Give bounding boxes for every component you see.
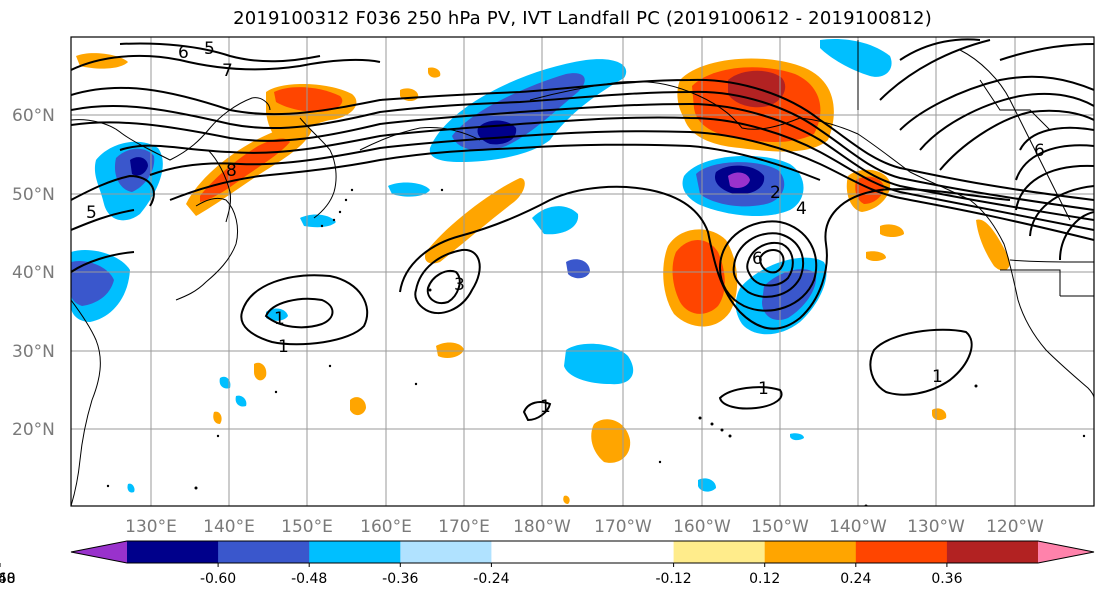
colorbar: -0.60 -0.48 -0.36 -0.24 -0.12 0.12 0.24 0.36 0.4… — [0, 540, 1095, 587]
lon-label: 120°W — [986, 517, 1044, 537]
colorbar-segment — [309, 541, 401, 563]
colorbar-tick-label: -0.36 — [382, 571, 418, 587]
anomaly-patch — [388, 182, 430, 197]
anomaly-patch — [591, 419, 631, 463]
anomaly-patch — [566, 259, 590, 279]
lon-label: 140°E — [203, 517, 255, 537]
anomaly-patch — [127, 483, 135, 493]
contour-labels: 6 5 7 8 5 1 1 3 2 4 6 1 1 1 6 — [86, 39, 1045, 417]
contour-label: 1 — [540, 397, 551, 417]
contour-label: 6 — [1034, 141, 1045, 161]
contour-label: 7 — [222, 61, 233, 81]
contour-label: 5 — [86, 203, 97, 223]
contour-label: 8 — [226, 161, 237, 181]
map-title: 2019100312 F036 250 hPa PV, IVT Landfall… — [233, 8, 932, 29]
lat-label: 60°N — [12, 106, 55, 126]
lon-label: 130°E — [125, 517, 177, 537]
anomaly-patch — [790, 433, 804, 441]
colorbar-segment — [855, 541, 948, 563]
colorbar-tick-label: 0.60 — [0, 571, 16, 587]
anomaly-patch — [428, 67, 441, 78]
anomaly-patch — [532, 206, 579, 235]
anomaly-patch — [130, 157, 148, 176]
lon-label: 150°E — [281, 517, 333, 537]
anomaly-patch — [762, 269, 817, 321]
lon-label: 180°W — [513, 517, 571, 537]
positive-anomaly-patches — [76, 53, 1010, 504]
lat-label: 40°N — [12, 263, 55, 283]
colorbar-tick-label: -0.60 — [200, 571, 236, 587]
map-content: 6 5 7 8 5 1 1 3 2 4 6 1 1 1 6 — [71, 37, 1094, 506]
colorbar-segment — [673, 541, 766, 563]
anomaly-patch — [436, 342, 464, 358]
anomaly-patch — [274, 87, 343, 112]
colorbar-tick-label: 0.24 — [840, 571, 871, 587]
colorbar-extend-low — [71, 541, 127, 563]
anomaly-patch — [820, 38, 892, 77]
coastlines — [71, 40, 1094, 506]
gridlines — [71, 37, 1094, 506]
anomaly-patch — [976, 219, 1010, 271]
contour-label: 6 — [178, 43, 189, 63]
anomaly-patch — [235, 395, 247, 407]
contour-label: 5 — [204, 39, 215, 59]
lon-label: 170°W — [594, 517, 652, 537]
anomaly-patch — [564, 343, 634, 385]
colorbar-segment — [582, 541, 675, 563]
contour-label: 1 — [932, 367, 943, 387]
anomaly-patch — [600, 68, 615, 78]
contour-label: 6 — [752, 249, 763, 269]
latitude-labels: 60°N 50°N 40°N 30°N 20°N — [12, 106, 55, 440]
anomaly-patch — [728, 172, 750, 188]
colorbar-tick-label: 0.12 — [749, 571, 780, 587]
longitude-labels: 130°E 140°E 150°E 160°E 170°E 180°W 170°… — [125, 517, 1044, 537]
anomaly-patch — [254, 362, 267, 381]
lon-label: 150°W — [751, 517, 809, 537]
anomaly-patch — [300, 214, 336, 228]
contour-label: 2 — [770, 183, 781, 203]
anomaly-patch — [266, 308, 288, 321]
contour-label: 3 — [454, 275, 465, 295]
anomaly-patch — [880, 224, 904, 237]
anomaly-patch — [219, 376, 231, 389]
lon-label: 160°E — [360, 517, 412, 537]
anomaly-patch — [213, 411, 222, 424]
colorbar-tick-label: -0.12 — [655, 571, 691, 587]
lon-label: 130°W — [907, 517, 965, 537]
colorbar-segment — [764, 541, 857, 563]
colorbar-segment — [946, 541, 1039, 563]
lat-label: 20°N — [12, 420, 55, 440]
map-frame — [70, 36, 1095, 507]
contour-label: 1 — [758, 379, 769, 399]
colorbar-tick-label: -0.48 — [291, 571, 327, 587]
colorbar-segment — [491, 541, 583, 563]
anomaly-patch — [866, 251, 886, 261]
anomaly-patch — [350, 397, 366, 416]
contour-label: 1 — [274, 309, 285, 329]
anomaly-patch — [424, 178, 525, 264]
colorbar-tick-label: -0.24 — [473, 571, 509, 587]
anomaly-patch — [672, 240, 725, 314]
lon-label: 170°E — [438, 517, 490, 537]
colorbar-tick-label: 0.48 — [0, 571, 16, 587]
colorbar-outline — [70, 540, 1095, 564]
colorbar-segment — [400, 541, 492, 563]
pv-contours — [71, 38, 1094, 422]
contour-label: 4 — [796, 199, 807, 219]
colorbar-segment — [218, 541, 310, 563]
lon-label: 140°W — [829, 517, 887, 537]
lat-label: 30°N — [12, 342, 55, 362]
anomaly-patch — [200, 138, 290, 202]
colorbar-segment — [127, 541, 219, 563]
lat-label: 50°N — [12, 185, 55, 205]
lon-label: 160°W — [673, 517, 731, 537]
colorbar-tick-label: 0.36 — [931, 571, 962, 587]
colorbar-extend-high — [1038, 541, 1094, 563]
contour-label: 1 — [278, 337, 289, 357]
anomaly-patch — [563, 495, 570, 504]
